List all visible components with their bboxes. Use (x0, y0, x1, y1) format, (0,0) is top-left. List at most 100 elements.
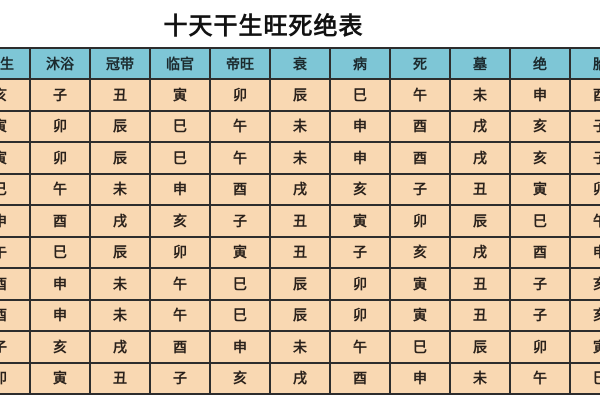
table-cell: 子 (0, 330, 31, 364)
table-cell: 戌 (449, 141, 511, 175)
table-cell: 未 (269, 109, 331, 143)
table-cell: 亥 (389, 235, 451, 269)
table-cell: 丑 (269, 235, 331, 269)
table-cell: 酉 (0, 298, 31, 332)
table-cell: 辰 (449, 204, 511, 238)
table-cell: 午 (569, 204, 600, 238)
column-header: 衰 (269, 47, 331, 80)
table-cell: 酉 (149, 330, 211, 364)
table-cell: 酉 (509, 235, 571, 269)
table-cell: 申 (329, 109, 391, 143)
table-cell: 辰 (89, 235, 151, 269)
table-cell: 寅 (149, 78, 211, 112)
table-cell: 酉 (569, 78, 600, 112)
table-row: 亥子丑寅卯辰巳午未申酉 (0, 78, 600, 112)
table-cell: 丑 (449, 172, 511, 206)
table-cell: 申 (0, 204, 31, 238)
table-cell: 辰 (269, 298, 331, 332)
table-cell: 寅 (509, 172, 571, 206)
table-cell: 亥 (29, 330, 91, 364)
table-cell: 申 (329, 141, 391, 175)
table-cell: 戌 (89, 204, 151, 238)
table-row: 申酉戌亥子丑寅卯辰巳午 (0, 204, 600, 238)
column-header: 长生 (0, 47, 31, 80)
table-cell: 寅 (389, 298, 451, 332)
table-cell: 酉 (0, 267, 31, 301)
table-cell: 卯 (569, 172, 600, 206)
table-cell: 寅 (329, 204, 391, 238)
table-cell: 丑 (449, 267, 511, 301)
table-cell: 亥 (329, 172, 391, 206)
table-cell: 酉 (209, 172, 271, 206)
table-cell: 午 (149, 267, 211, 301)
header-row: 长生沐浴冠带临官帝旺衰病死墓绝胎 (0, 47, 600, 80)
table-cell: 寅 (0, 141, 31, 175)
page-title: 十天干生旺死绝表 (163, 12, 364, 40)
table-cell: 子 (149, 361, 211, 395)
table-cell: 子 (389, 172, 451, 206)
table-cell: 卯 (389, 204, 451, 238)
table-cell: 巳 (209, 298, 271, 332)
table-cell: 未 (449, 361, 511, 395)
table-cell: 丑 (89, 361, 151, 395)
table-cell: 午 (209, 141, 271, 175)
table-cell: 酉 (389, 141, 451, 175)
table-cell: 未 (89, 298, 151, 332)
table-cell: 巳 (209, 267, 271, 301)
column-header: 沐浴 (29, 47, 91, 80)
table-cell: 午 (0, 235, 31, 269)
table-cell: 巳 (0, 172, 31, 206)
table-cell: 午 (149, 298, 211, 332)
table-cell: 戌 (269, 361, 331, 395)
table-cell: 卯 (329, 298, 391, 332)
table-cell: 子 (29, 78, 91, 112)
table-cell: 巳 (569, 361, 600, 395)
table-cell: 亥 (569, 298, 600, 332)
table-cell: 未 (449, 78, 511, 112)
table-cell: 卯 (209, 78, 271, 112)
table-cell: 寅 (389, 267, 451, 301)
table-cell: 未 (269, 141, 331, 175)
table-cell: 午 (209, 109, 271, 143)
column-header: 冠带 (89, 47, 151, 80)
table-cell: 午 (29, 172, 91, 206)
column-header: 绝 (509, 47, 571, 80)
table-row: 寅卯辰巳午未申酉戌亥子 (0, 141, 600, 175)
table-cell: 亥 (0, 78, 31, 112)
table-cell: 午 (329, 330, 391, 364)
table-cell: 子 (509, 267, 571, 301)
table-cell: 巳 (329, 78, 391, 112)
table-cell: 卯 (29, 109, 91, 143)
table-cell: 戌 (449, 235, 511, 269)
table-cell: 申 (209, 330, 271, 364)
table-cell: 卯 (329, 267, 391, 301)
table-cell: 子 (569, 109, 600, 143)
table-cell: 辰 (269, 267, 331, 301)
column-header: 墓 (449, 47, 511, 80)
table-cell: 未 (89, 267, 151, 301)
column-header: 病 (329, 47, 391, 80)
table-cell: 戌 (89, 330, 151, 364)
table-cell: 申 (29, 298, 91, 332)
table-cell: 巳 (149, 141, 211, 175)
shengwang-sijue-table: 长生沐浴冠带临官帝旺衰病死墓绝胎 亥子丑寅卯辰巳午未申酉寅卯辰巳午未申酉戌亥子寅… (0, 47, 600, 395)
table-cell: 申 (569, 235, 600, 269)
column-header: 胎 (569, 47, 600, 80)
table-cell: 子 (509, 298, 571, 332)
table-cell: 申 (509, 78, 571, 112)
table-cell: 卯 (29, 141, 91, 175)
table-cell: 亥 (149, 204, 211, 238)
table-cell: 亥 (509, 109, 571, 143)
column-header: 死 (389, 47, 451, 80)
table-cell: 子 (209, 204, 271, 238)
table-cell: 酉 (29, 204, 91, 238)
table-cell: 午 (389, 78, 451, 112)
table-cell: 戌 (269, 172, 331, 206)
table-cell: 巳 (29, 235, 91, 269)
